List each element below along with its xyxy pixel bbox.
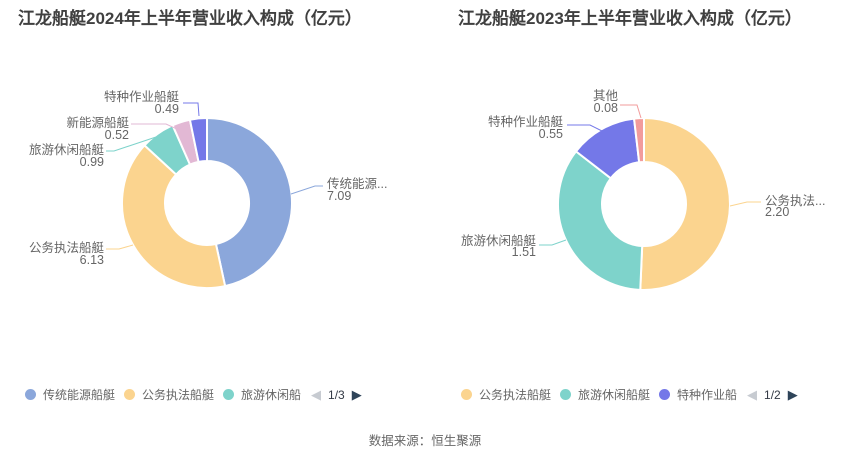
chart-panel-2024: 江龙船艇2024年上半年营业收入构成（亿元） 传统能源... 7.09 公务执法船艇… bbox=[18, 9, 387, 403]
legend-next-arrow-icon[interactable]: ▶ bbox=[787, 387, 798, 402]
leader-line-2 bbox=[106, 136, 157, 152]
slice-label-value-1: 1.51 bbox=[512, 245, 536, 259]
legend-dot-icon bbox=[659, 389, 671, 400]
legend-item-2[interactable]: 特种作业船 bbox=[659, 386, 737, 403]
slice-label-value-0: 2.20 bbox=[765, 205, 789, 219]
donut-segment-4[interactable] bbox=[188, 116, 208, 163]
legend-dot-icon bbox=[25, 389, 36, 400]
slice-label-value-2: 0.55 bbox=[539, 127, 563, 141]
slice-label-name-1: 公务执法船艇 bbox=[29, 240, 105, 255]
chart-title-2023: 江龙船艇2023年上半年营业收入构成（亿元） bbox=[458, 9, 802, 28]
legend-item-label: 旅游休闲船 bbox=[241, 388, 302, 402]
leader-line-3 bbox=[620, 104, 642, 119]
slice-label-value-3: 0.08 bbox=[594, 101, 618, 115]
legend-2024: 传统能源船艇 公务执法船艇 旅游休闲船 ◀ 1/3 ▶ bbox=[25, 386, 362, 403]
legend-item-2[interactable]: 旅游休闲船 bbox=[223, 386, 301, 403]
leader-line-2 bbox=[567, 124, 603, 132]
slice-label-value-3: 0.52 bbox=[105, 128, 129, 142]
donut-segment-0[interactable] bbox=[206, 117, 293, 288]
slice-label-name-2: 特种作业船艇 bbox=[488, 114, 564, 129]
donut-segment-1[interactable] bbox=[557, 150, 644, 291]
legend-prev-arrow-icon[interactable]: ◀ bbox=[311, 387, 322, 402]
legend-pager: ◀ 1/2 ▶ bbox=[747, 388, 798, 402]
legend-dot-icon bbox=[223, 389, 235, 400]
legend-item-1[interactable]: 公务执法船艇 bbox=[124, 386, 214, 403]
slice-label-name-0: 公务执法... bbox=[765, 193, 825, 208]
slice-label-name-1: 旅游休闲船艇 bbox=[461, 234, 537, 248]
legend-pager: ◀ 1/3 ▶ bbox=[311, 388, 362, 402]
donut-segment-1[interactable] bbox=[121, 144, 227, 289]
legend-next-arrow-icon[interactable]: ▶ bbox=[351, 387, 362, 402]
chart-title-2024: 江龙船艇2024年上半年营业收入构成（亿元） bbox=[18, 9, 362, 28]
legend-2023: 公务执法船艇 旅游休闲船艇 特种作业船 ◀ 1/2 ▶ bbox=[461, 386, 798, 403]
legend-item-1[interactable]: 旅游休闲船艇 bbox=[560, 386, 650, 403]
leader-line-1 bbox=[106, 244, 134, 250]
legend-prev-arrow-icon[interactable]: ◀ bbox=[747, 387, 758, 402]
legend-item-0[interactable]: 传统能源船艇 bbox=[25, 386, 115, 403]
legend-item-label: 特种作业船 bbox=[677, 388, 738, 402]
leader-line-3 bbox=[131, 123, 180, 131]
slice-label-name-4: 特种作业船艇 bbox=[104, 89, 180, 104]
legend-dot-icon bbox=[124, 389, 136, 400]
legend-page-indicator: 1/3 bbox=[328, 387, 345, 402]
leader-line-4 bbox=[183, 102, 200, 117]
slice-label-name-2: 旅游休闲船艇 bbox=[29, 143, 105, 157]
slice-label-value-0: 7.09 bbox=[327, 189, 351, 203]
legend-dot-icon bbox=[560, 389, 572, 400]
chart-panel-2023: 江龙船艇2023年上半年营业收入构成（亿元） 公务执法... 2.20 旅游休闲船艇… bbox=[425, 0, 850, 459]
donut-segment-3[interactable] bbox=[633, 117, 645, 164]
leader-line-1 bbox=[539, 239, 567, 246]
donut-segment-0[interactable] bbox=[639, 117, 731, 291]
slice-label-name-0: 传统能源... bbox=[327, 176, 387, 191]
legend-page-indicator: 1/2 bbox=[764, 387, 781, 402]
leader-line-0 bbox=[290, 185, 323, 195]
legend-item-label: 公务执法船艇 bbox=[142, 388, 215, 402]
legend-item-label: 传统能源船艇 bbox=[43, 388, 116, 402]
legend-item-label: 公务执法船艇 bbox=[479, 388, 552, 402]
legend-item-0[interactable]: 公务执法船艇 bbox=[461, 386, 551, 403]
slice-label-value-4: 0.49 bbox=[155, 102, 179, 116]
leader-line-0 bbox=[729, 201, 761, 207]
slice-label-value-1: 6.13 bbox=[80, 253, 104, 267]
legend-item-label: 旅游休闲船艇 bbox=[578, 388, 651, 402]
slice-label-value-2: 0.99 bbox=[80, 155, 104, 169]
data-source-caption: 数据来源：恒生聚源 bbox=[368, 434, 482, 448]
slice-label-name-3: 其他 bbox=[593, 89, 619, 103]
legend-dot-icon bbox=[461, 389, 472, 400]
slice-label-name-3: 新能源船艇 bbox=[66, 115, 129, 130]
